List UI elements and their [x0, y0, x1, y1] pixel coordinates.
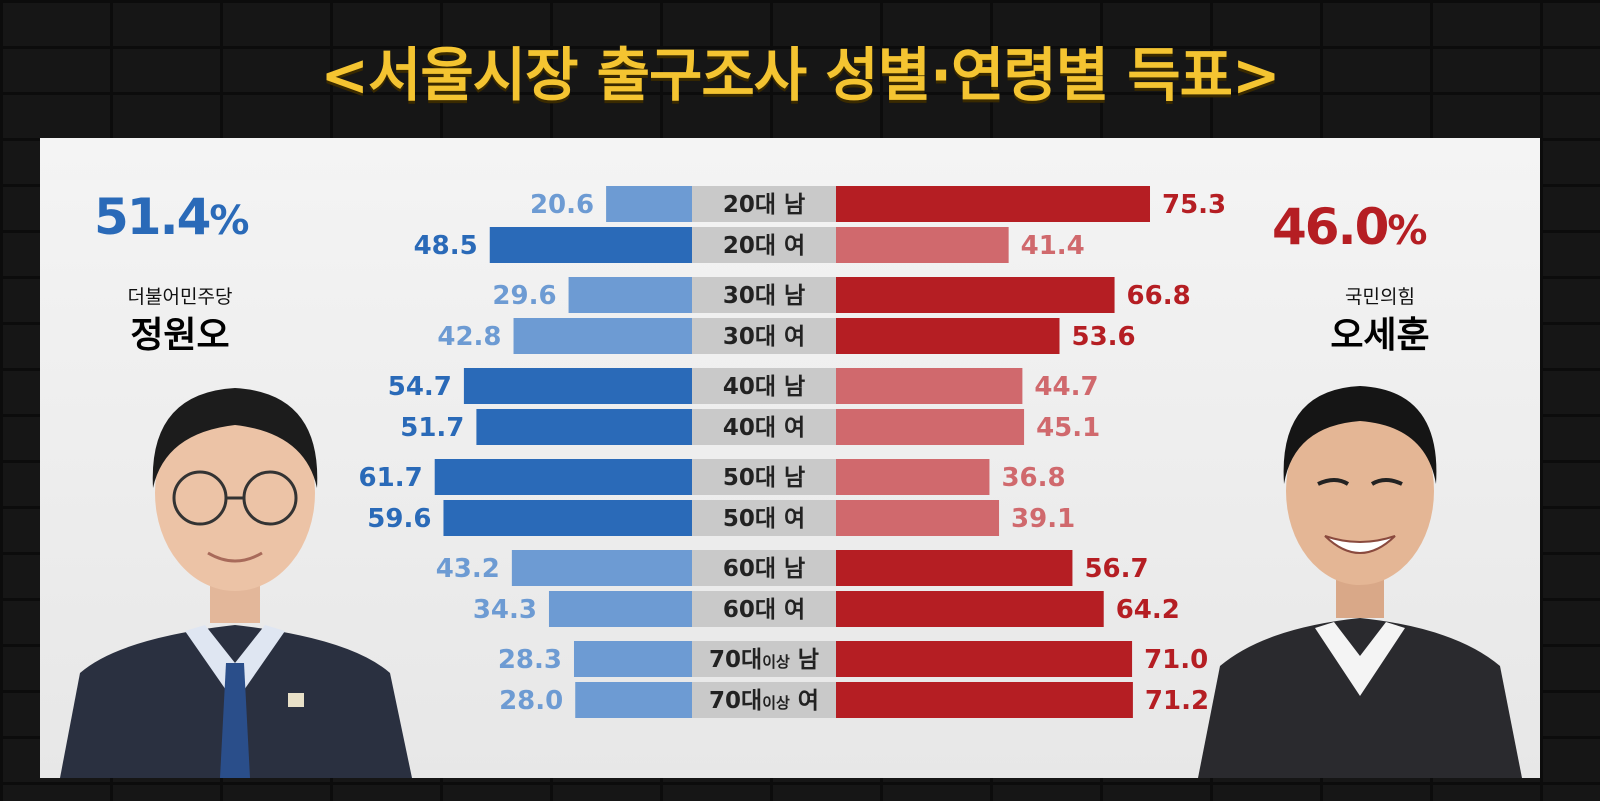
- right-candidate-party: 국민의힘: [1345, 286, 1415, 308]
- category-label-9: 60대 여: [723, 597, 805, 623]
- right-candidate-portrait: [1198, 386, 1522, 778]
- category-label-bg-1: [692, 227, 836, 263]
- value-label-right-5: 45.1: [1036, 413, 1100, 443]
- value-label-left-11: 28.0: [499, 686, 563, 716]
- bar-right-11: [836, 682, 1133, 718]
- value-label-left-10: 28.3: [498, 645, 562, 675]
- category-label-4: 40대 남: [723, 374, 805, 400]
- bar-right-10: [836, 641, 1133, 677]
- value-label-left-4: 54.7: [388, 372, 452, 402]
- bar-left-2: [568, 277, 692, 313]
- category-label-bg-9: [692, 591, 836, 627]
- value-label-left-0: 20.6: [530, 190, 594, 220]
- left-candidate-party: 더불어민주당: [127, 286, 233, 308]
- value-label-left-8: 43.2: [436, 554, 500, 584]
- bar-left-4: [463, 368, 692, 404]
- bar-right-4: [836, 368, 1023, 404]
- right-candidate-percent-symbol: %: [1387, 208, 1427, 254]
- value-label-right-7: 39.1: [1011, 504, 1075, 534]
- category-label-2: 30대 남: [723, 283, 805, 309]
- category-label-10: 70대이상 남: [709, 647, 819, 673]
- value-label-right-9: 64.2: [1116, 595, 1180, 625]
- category-label-5: 40대 여: [723, 415, 805, 441]
- category-label-bg-2: [692, 277, 836, 313]
- category-label-8: 60대 남: [723, 556, 805, 582]
- value-label-right-1: 41.4: [1021, 231, 1085, 261]
- category-label-6: 50대 남: [723, 465, 805, 491]
- bar-left-6: [434, 459, 692, 495]
- category-label-bg-3: [692, 318, 836, 354]
- bar-right-2: [836, 277, 1115, 313]
- bar-left-3: [513, 318, 692, 354]
- bar-right-3: [836, 318, 1060, 354]
- value-label-right-6: 36.8: [1001, 463, 1065, 493]
- value-label-left-9: 34.3: [473, 595, 537, 625]
- category-label-1: 20대 여: [723, 233, 805, 259]
- chart-panel: 51.4% 더불어민주당 정원오 46.0% 국민의힘 오세훈 20대 남 20.…: [40, 138, 1540, 778]
- left-candidate-percent-value: 51.4: [94, 188, 211, 246]
- value-label-left-7: 59.6: [367, 504, 431, 534]
- bar-left-9: [548, 591, 692, 627]
- right-candidate-percent: 46.0%: [1272, 198, 1427, 256]
- bar-right-6: [836, 459, 990, 495]
- bar-left-8: [511, 550, 692, 586]
- value-label-left-6: 61.7: [359, 463, 423, 493]
- right-candidate-name: 오세훈: [1330, 315, 1430, 356]
- bar-right-9: [836, 591, 1104, 627]
- value-label-right-3: 53.6: [1072, 322, 1136, 352]
- page-title: <서울시장 출구조사 성별·연령별 득표>: [320, 41, 1280, 109]
- bar-left-11: [575, 682, 692, 718]
- category-label-bg-5: [692, 409, 836, 445]
- value-label-left-3: 42.8: [437, 322, 501, 352]
- diverging-bar-chart: 20대 남 20.6 75.3 20대 여 48.5 41.4 30대 남 29.6 66.8 3…: [359, 186, 1226, 718]
- right-candidate-percent-value: 46.0: [1272, 198, 1389, 256]
- bar-left-5: [476, 409, 692, 445]
- bar-right-1: [836, 227, 1009, 263]
- category-label-bg-11: [692, 682, 836, 718]
- value-label-right-11: 71.2: [1145, 686, 1209, 716]
- bar-right-0: [836, 186, 1151, 222]
- value-label-right-0: 75.3: [1162, 190, 1226, 220]
- value-label-right-2: 66.8: [1127, 281, 1191, 311]
- category-label-bg-6: [692, 459, 836, 495]
- category-label-3: 30대 여: [723, 324, 805, 350]
- value-label-left-1: 48.5: [414, 231, 478, 261]
- bar-left-1: [489, 227, 692, 263]
- value-label-left-5: 51.7: [400, 413, 464, 443]
- value-label-right-4: 44.7: [1034, 372, 1098, 402]
- category-label-bg-7: [692, 500, 836, 536]
- value-label-left-2: 29.6: [492, 281, 556, 311]
- category-label-7: 50대 여: [723, 506, 805, 532]
- bar-right-7: [836, 500, 1000, 536]
- category-label-bg-8: [692, 550, 836, 586]
- bar-right-5: [836, 409, 1025, 445]
- left-candidate-name: 정원오: [130, 315, 230, 356]
- left-candidate-portrait: [60, 388, 412, 778]
- category-label-bg-0: [692, 186, 836, 222]
- category-label-11: 70대이상 여: [709, 688, 819, 714]
- left-candidate-percent-symbol: %: [209, 198, 249, 244]
- bar-left-7: [443, 500, 692, 536]
- category-label-0: 20대 남: [723, 192, 805, 218]
- left-candidate-percent: 51.4%: [94, 188, 249, 246]
- bar-left-10: [573, 641, 692, 677]
- category-label-bg-10: [692, 641, 836, 677]
- bar-left-0: [606, 186, 692, 222]
- bar-right-8: [836, 550, 1073, 586]
- value-label-right-8: 56.7: [1084, 554, 1148, 584]
- value-label-right-10: 71.0: [1144, 645, 1208, 675]
- category-label-bg-4: [692, 368, 836, 404]
